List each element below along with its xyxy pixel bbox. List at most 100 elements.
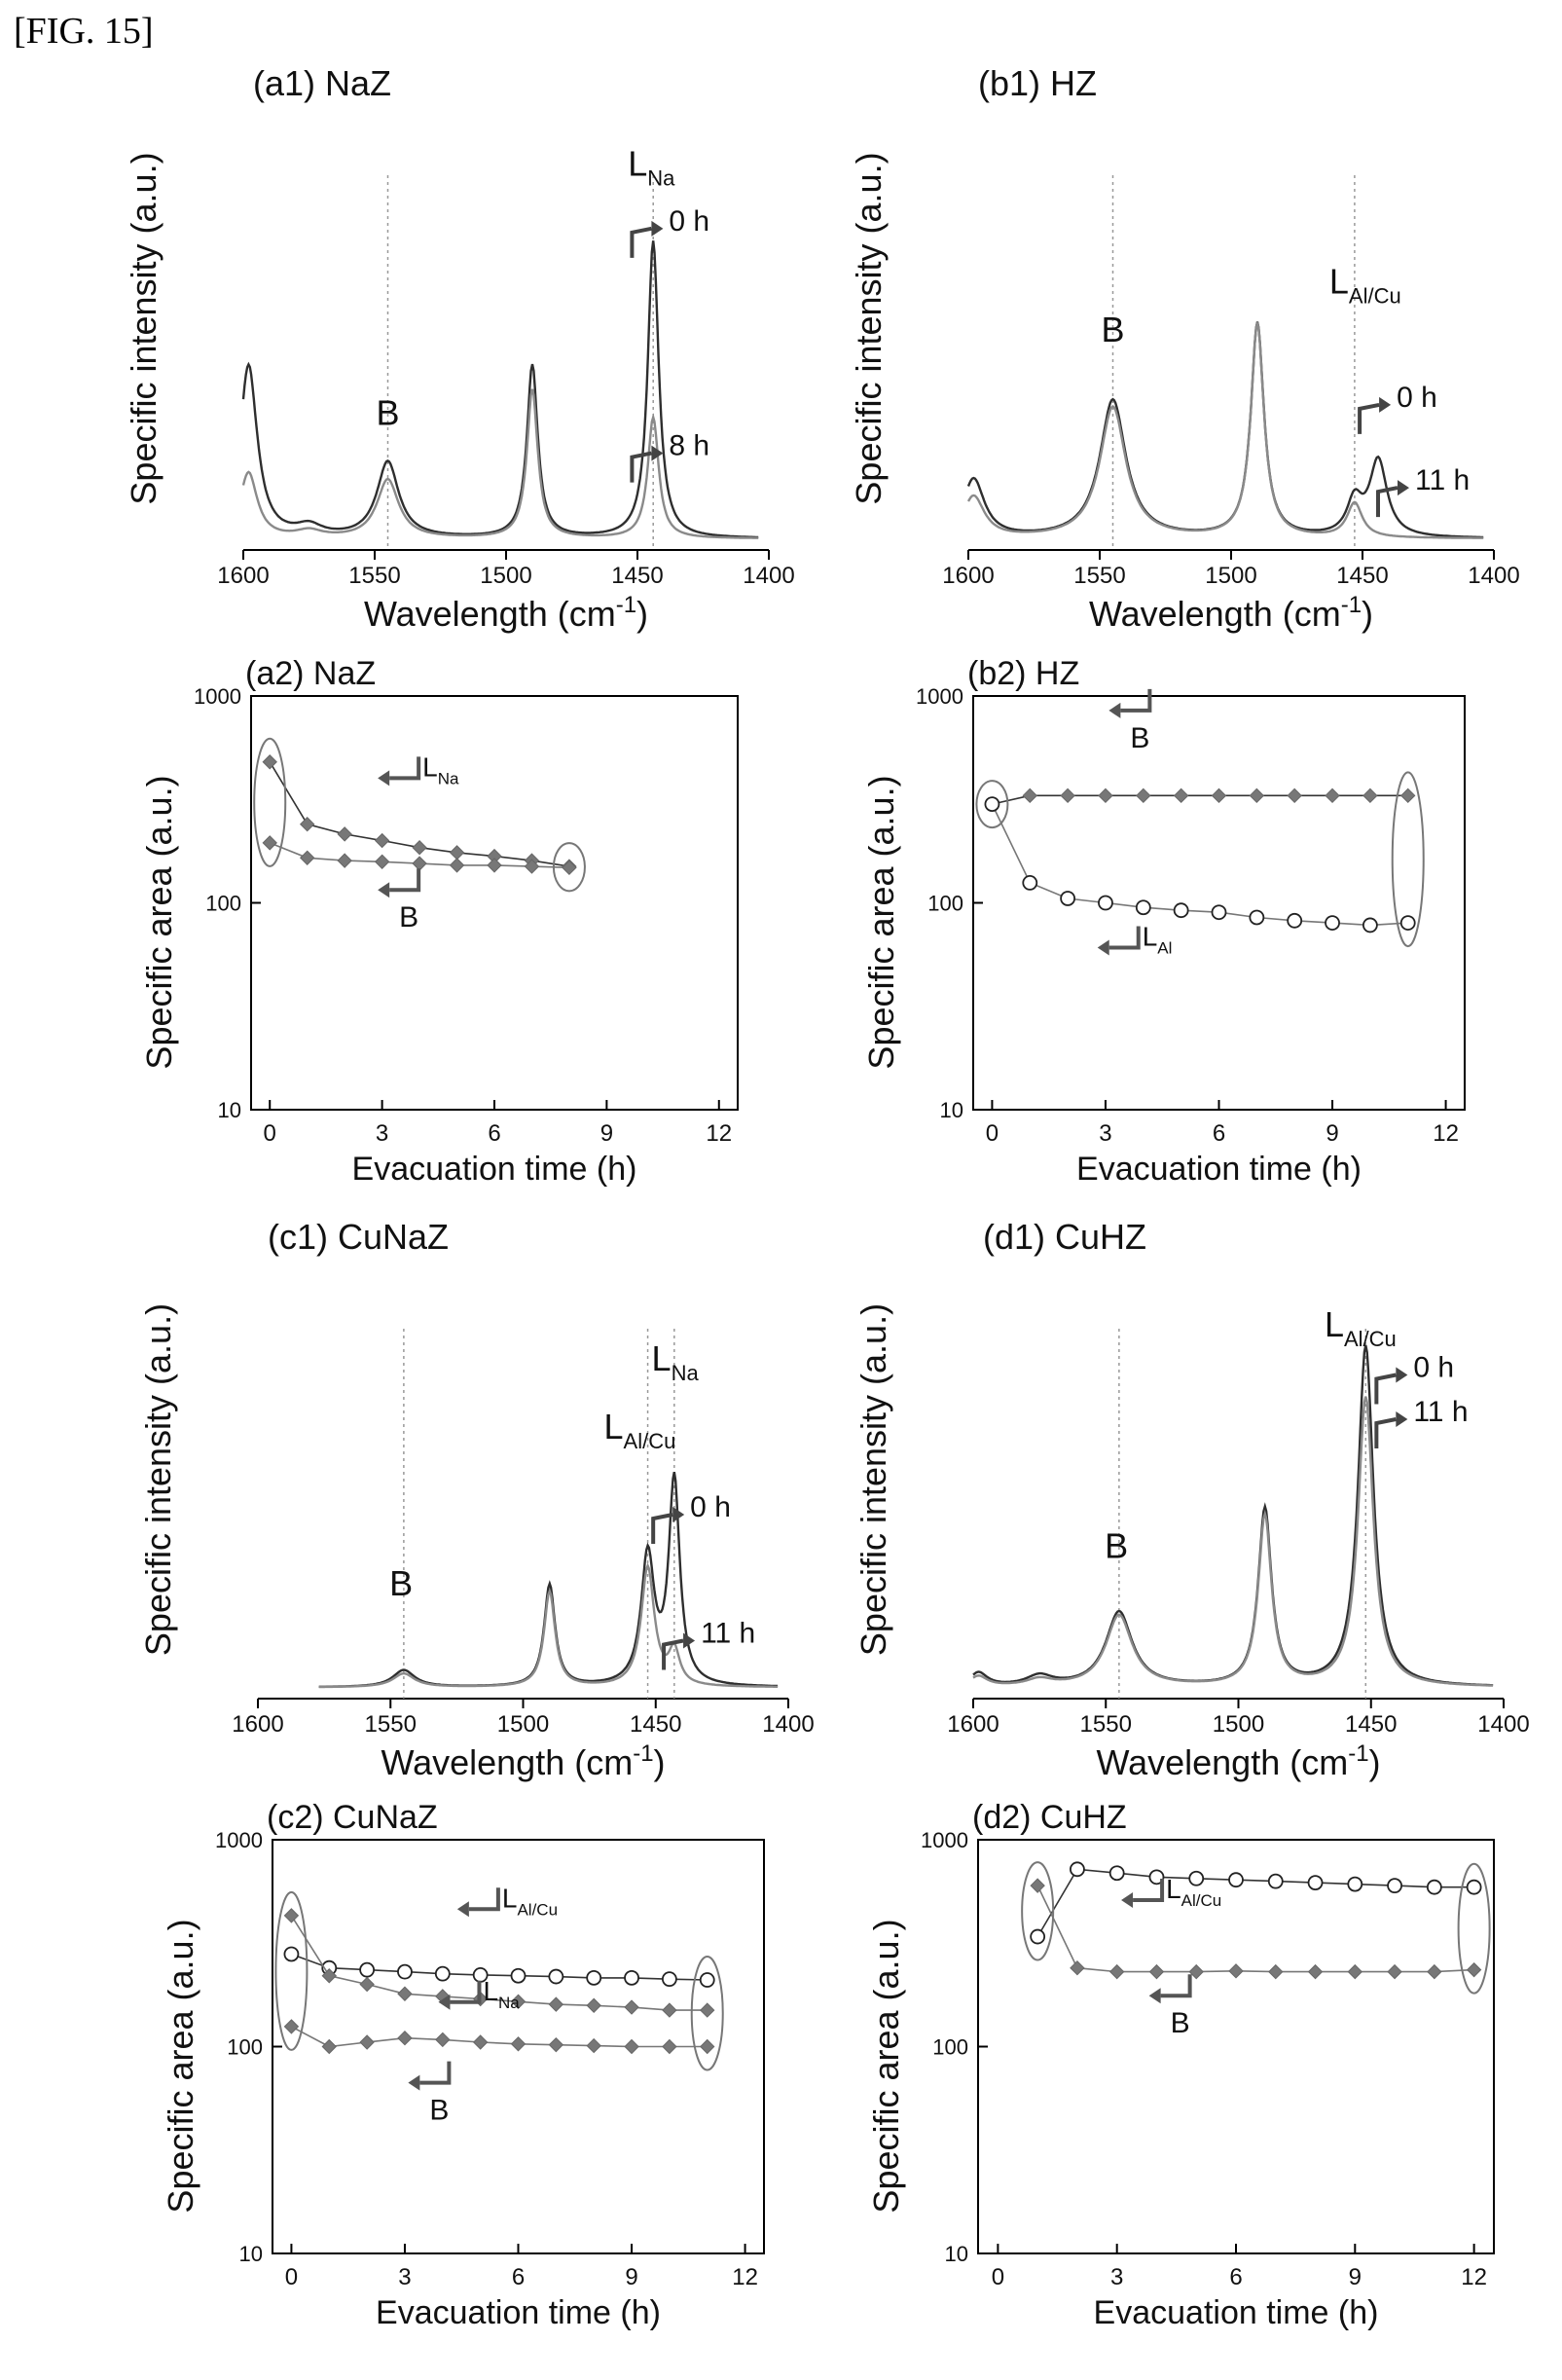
figure-label: [FIG. 15] <box>14 11 154 52</box>
data-point <box>1098 895 1113 911</box>
data-point <box>700 2002 715 2018</box>
annotation-label: LAl <box>1143 921 1173 957</box>
x-tick-label: 9 <box>625 2264 637 2290</box>
data-point <box>1287 912 1303 929</box>
x-tick-label: 9 <box>1326 1120 1338 1147</box>
data-point <box>299 850 315 865</box>
data-point <box>1287 787 1302 804</box>
x-tick-label: 0 <box>264 1120 276 1147</box>
chart-c2: (c2) CuNaZ 0 3 6 9 12 10 100 1000 Evacuation time… <box>161 1799 765 2331</box>
data-point <box>699 1972 715 1988</box>
x-tick-label: 6 <box>1213 1120 1225 1147</box>
data-point <box>283 1946 300 1962</box>
data-point <box>283 2019 300 2034</box>
y-axis-label: Specific area (a.u.) <box>861 775 901 1069</box>
y-tick-label: 1000 <box>215 1828 263 1852</box>
annotation-label: LAl/Cu <box>1166 1874 1221 1910</box>
data-point <box>1466 1879 1482 1895</box>
data-point <box>262 835 277 851</box>
data-point <box>1307 1875 1324 1891</box>
x-axis-label: Evacuation time (h) <box>376 2294 661 2331</box>
y-tick-label: 100 <box>927 892 963 916</box>
x-tick-label: 12 <box>1433 1120 1459 1147</box>
x-tick-label: 1500 <box>497 1711 549 1738</box>
arrow-icon <box>630 226 652 258</box>
data-point <box>1188 1870 1205 1886</box>
annotation-label: B <box>1105 1526 1128 1566</box>
highlight-ellipse <box>690 1956 724 2071</box>
y-tick-label: 100 <box>227 2035 263 2060</box>
arrow-head-icon <box>1121 1892 1134 1909</box>
annotation-label: LAl/Cu <box>1329 261 1401 308</box>
arrow-icon <box>1358 402 1380 434</box>
chart-title: (c1) CuNaZ <box>268 1217 449 1257</box>
data-point <box>1211 787 1227 804</box>
chart-d2: (d2) CuHZ 0 3 6 9 12 10 100 1000 Evacuation time … <box>866 1799 1495 2331</box>
data-point <box>321 2038 337 2055</box>
data-point <box>1030 1928 1046 1945</box>
arrow-icon <box>1120 688 1152 713</box>
x-tick-label: 1600 <box>232 1711 283 1738</box>
x-tick-label: 1550 <box>365 1711 417 1738</box>
arrow-head-icon <box>672 1507 685 1522</box>
x-tick-label: 3 <box>398 2264 411 2290</box>
x-tick-label: 1450 <box>1345 1711 1397 1738</box>
data-point <box>1135 899 1151 916</box>
data-point <box>1267 1873 1284 1889</box>
annotation-label: 0 h <box>1413 1352 1454 1384</box>
x-tick-label: 1550 <box>1080 1711 1132 1738</box>
data-point <box>586 1969 602 1986</box>
series-0h-line <box>966 321 1484 539</box>
data-point <box>662 2002 677 2018</box>
series-line <box>291 2026 708 2048</box>
x-tick-label: 1450 <box>1336 563 1388 589</box>
data-point <box>1427 1963 1442 1980</box>
x-tick-label: 6 <box>488 1120 500 1147</box>
chart-title: (d2) CuHZ <box>972 1799 1127 1836</box>
data-point <box>1060 787 1075 804</box>
data-point <box>586 2037 601 2054</box>
plot-frame <box>972 695 1466 1111</box>
x-tick-label: 1400 <box>1477 1711 1529 1738</box>
data-point <box>1249 909 1265 926</box>
data-point <box>700 2038 715 2055</box>
arrow-head-icon <box>1396 1411 1408 1427</box>
x-tick-label: 1500 <box>480 563 531 589</box>
annotation-label: LNa <box>483 1976 520 2012</box>
annotation-label: B <box>1171 2007 1190 2039</box>
x-tick-label: 1450 <box>611 563 663 589</box>
arrow-head-icon <box>378 770 390 787</box>
highlight-ellipse <box>1457 1862 1491 1995</box>
data-point <box>435 2032 451 2048</box>
x-axis-label: Wavelength (cm-1) <box>381 1740 665 1782</box>
chart-title: (a2) NaZ <box>245 655 376 692</box>
highlight-ellipse <box>1021 1861 1055 1961</box>
y-axis-label: Specific area (a.u.) <box>139 775 179 1069</box>
arrow-icon <box>651 1513 673 1544</box>
y-tick-label: 10 <box>239 2242 263 2266</box>
data-point <box>1387 1878 1402 1894</box>
series-11h-line <box>972 1396 1494 1687</box>
y-tick-label: 10 <box>940 1098 963 1122</box>
data-point <box>1022 787 1037 804</box>
x-tick-label: 0 <box>285 2264 298 2290</box>
x-tick-label: 6 <box>1229 2264 1242 2290</box>
annotation-label: 11 h <box>1413 1396 1468 1428</box>
data-point <box>510 1967 527 1984</box>
y-tick-label: 10 <box>218 1098 241 1122</box>
data-point <box>1387 1963 1402 1980</box>
data-point <box>1173 902 1189 919</box>
arrow-icon <box>1374 1417 1397 1448</box>
highlight-ellipse <box>274 1890 309 2051</box>
annotation-label: LAl/Cu <box>502 1883 558 1919</box>
x-tick-label: 1600 <box>942 563 994 589</box>
x-axis-label: Evacuation time (h) <box>352 1151 637 1188</box>
annotation-label: 0 h <box>690 1491 731 1523</box>
series-11h-line <box>318 1562 779 1689</box>
data-point <box>397 2030 413 2046</box>
arrow-icon <box>1374 1373 1397 1405</box>
annotation-label: LNa <box>422 751 459 787</box>
arrow-head-icon <box>378 882 390 898</box>
chart-b1: (b1) HZ 1600 1550 1500 1450 1400 Wavelength (c… <box>849 63 1520 634</box>
data-point <box>624 1969 639 1986</box>
